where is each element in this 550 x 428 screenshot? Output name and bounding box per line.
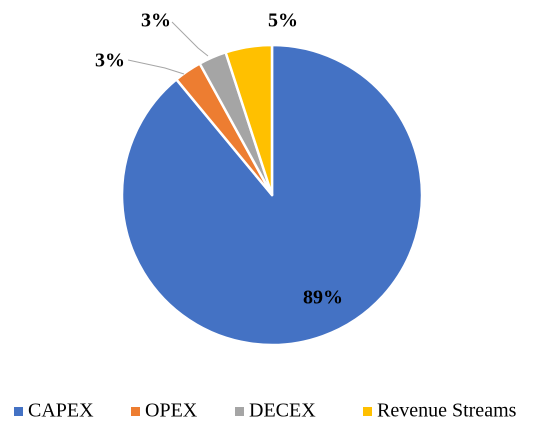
legend-label-decex: DECEX [249, 400, 316, 422]
pie-slices [120, 43, 424, 347]
legend-label-capex: CAPEX [28, 400, 94, 422]
data-label-revenue-streams: 5% [268, 10, 298, 32]
leader-line-decex [171, 21, 209, 57]
leader-lines [127, 21, 209, 75]
leader-line-opex [127, 59, 185, 75]
data-label-opex: 3% [95, 50, 125, 72]
legend-label-revenue-streams: Revenue Streams [377, 400, 517, 422]
legend-item-revenue-streams: Revenue Streams [363, 400, 517, 422]
legend-swatch-decex [235, 407, 244, 416]
data-label-decex: 3% [141, 10, 171, 32]
legend-swatch-capex [14, 407, 23, 416]
legend-item-capex: CAPEX [14, 400, 94, 422]
data-label-capex: 89% [303, 287, 343, 309]
legend-label-opex: OPEX [145, 400, 198, 422]
legend-item-opex: OPEX [131, 400, 198, 422]
pie-slice-revenue-streams [224, 43, 274, 197]
legend-item-decex: DECEX [235, 400, 316, 422]
legend-swatch-revenue-streams [363, 407, 372, 416]
pie-slice-capex [120, 43, 424, 347]
legend-swatch-opex [131, 407, 140, 416]
legend: CAPEX OPEX DECEX Revenue Streams [14, 400, 517, 422]
data-labels: 89% 3% 3% 5% [95, 10, 343, 309]
